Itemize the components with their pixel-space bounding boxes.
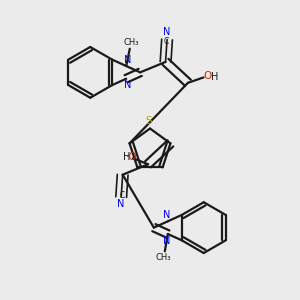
Text: N: N: [163, 210, 170, 220]
Text: C: C: [119, 191, 124, 200]
Text: H: H: [211, 72, 218, 82]
Text: N: N: [164, 27, 171, 37]
Text: H: H: [124, 152, 131, 162]
Text: N: N: [118, 199, 125, 209]
Text: CH₃: CH₃: [156, 254, 171, 262]
Text: S: S: [146, 116, 152, 126]
Text: CH₃: CH₃: [123, 38, 139, 46]
Text: ·O: ·O: [126, 152, 138, 162]
Text: O: O: [203, 71, 212, 81]
Text: N: N: [163, 236, 170, 246]
Text: N: N: [124, 80, 131, 90]
Text: N: N: [124, 55, 131, 65]
Text: C: C: [164, 37, 169, 46]
